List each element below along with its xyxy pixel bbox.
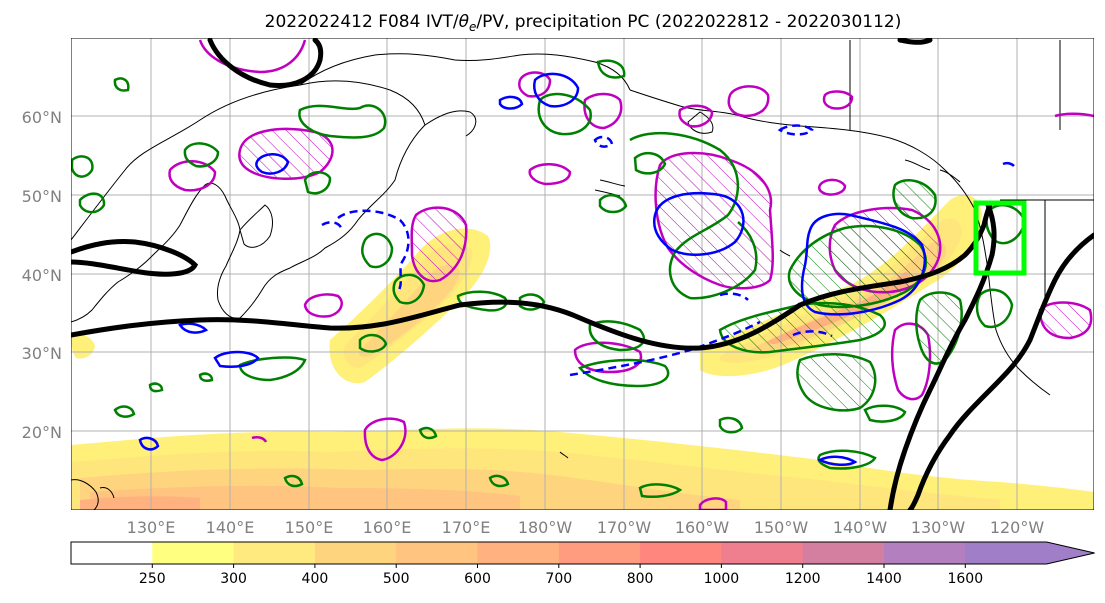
theta-e-green-contours [71, 59, 1027, 498]
lon-label: 130°W [911, 518, 966, 537]
colorbar-label: 700 [545, 571, 572, 587]
colorbar-label: 1400 [866, 571, 902, 587]
lon-label: 140°W [833, 518, 888, 537]
pv-black-contours [71, 38, 1094, 510]
colorbar-segment [640, 542, 722, 564]
figure-title: 2022022412 F084 IVT/θe/PV, precipitation… [265, 12, 902, 34]
colorbar-label: 1600 [947, 571, 983, 587]
colorbar-label: 800 [627, 571, 654, 587]
colorbar-segment [152, 542, 235, 564]
colorbar-segment [477, 542, 560, 564]
colorbar-label: 600 [464, 571, 491, 587]
lon-label: 170°E [442, 518, 491, 537]
colorbar-label: 500 [383, 571, 410, 587]
colorbar-label: 1000 [704, 571, 740, 587]
latitude-labels: 20°N 30°N 40°N 50°N 60°N [22, 108, 62, 442]
lon-label: 150°W [754, 518, 809, 537]
colorbar-segment [884, 542, 966, 564]
coastlines [71, 40, 1094, 510]
colorbar-label: 1200 [785, 571, 821, 587]
colorbar-segment [233, 542, 316, 564]
lon-label: 160°W [675, 518, 730, 537]
lat-label: 60°N [22, 108, 62, 127]
longitude-labels: 130°E 140°E 150°E 160°E 170°E 180°W 170°… [127, 518, 1045, 537]
colorbar-outline [70, 541, 1095, 565]
colorbar-segment [396, 542, 478, 564]
lat-label: 50°N [22, 187, 62, 206]
lat-label: 40°N [22, 266, 62, 285]
colorbar-extend-arrow [965, 542, 1095, 564]
lon-label: 150°E [285, 518, 334, 537]
lon-label: 180°W [518, 518, 573, 537]
lat-label: 20°N [22, 423, 62, 442]
colorbar-segment [721, 542, 804, 564]
colorbar-segment [314, 542, 397, 564]
lon-label: 140°E [206, 518, 255, 537]
lon-label: 170°W [597, 518, 652, 537]
lon-label: 130°E [127, 518, 176, 537]
colorbar: 250 300 400 500 600 700 800 1000 1200 1400 1600 [70, 541, 1095, 587]
lat-label: 30°N [22, 344, 62, 363]
colorbar-label: 400 [302, 571, 329, 587]
colorbar-segment [558, 542, 641, 564]
colorbar-segment [71, 542, 153, 564]
colorbar-label: 300 [220, 571, 247, 587]
colorbar-segment [802, 542, 885, 564]
map-panel [71, 38, 1094, 510]
theta-e-blue-contours [138, 72, 1015, 466]
lon-label: 120°W [990, 518, 1045, 537]
colorbar-label: 250 [139, 571, 166, 587]
target-region-box [973, 200, 1027, 276]
lon-label: 160°E [363, 518, 412, 537]
